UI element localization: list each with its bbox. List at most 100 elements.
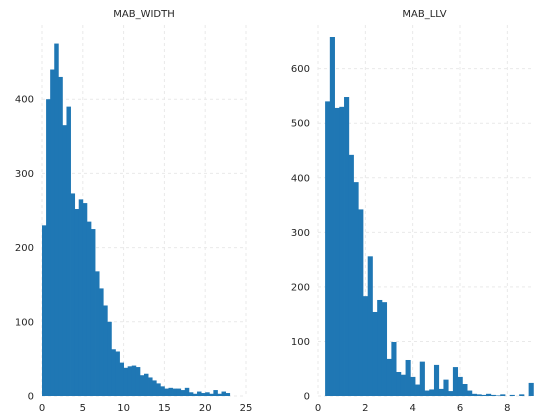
histogram-bar — [201, 393, 206, 396]
histogram-bar — [486, 393, 492, 396]
chart-title: MAB_LLV — [402, 9, 446, 20]
histogram-bar — [339, 106, 345, 397]
histogram-bar — [429, 389, 435, 396]
histogram-bar — [70, 193, 76, 396]
histogram-bar — [144, 373, 149, 396]
histogram-bar — [205, 392, 210, 396]
x-tick-label: 15 — [158, 403, 171, 414]
histogram-bar — [46, 99, 51, 396]
histogram-bar — [400, 374, 406, 396]
histogram-bar — [156, 383, 161, 396]
histogram-bar — [381, 302, 388, 396]
histogram-bar — [217, 393, 222, 396]
y-tick-label: 400 — [15, 95, 34, 106]
histogram-bar — [519, 394, 525, 396]
histogram-bar — [415, 384, 421, 396]
y-tick-label: 200 — [291, 282, 310, 293]
histogram-bar — [213, 390, 218, 396]
x-tick-label: 10 — [117, 403, 130, 414]
histogram-bar — [62, 125, 67, 397]
histogram-bar — [119, 362, 124, 396]
histogram-bar — [221, 391, 226, 396]
histogram-bar — [344, 97, 350, 397]
x-tick-label: 2 — [362, 403, 368, 414]
y-tick-label: 300 — [15, 169, 34, 180]
histogram-bar — [358, 209, 364, 396]
histogram-bar — [500, 394, 506, 396]
y-tick-label: 0 — [304, 392, 310, 403]
histogram-bar — [135, 367, 141, 396]
histogram-bar — [386, 358, 392, 396]
histogram-bar — [448, 391, 454, 396]
histogram-bar — [176, 388, 182, 396]
histogram-bar — [495, 395, 501, 396]
histogram-bar — [471, 393, 477, 396]
y-tick-label: 100 — [291, 337, 310, 348]
histogram-bar — [197, 391, 202, 396]
histogram-bar — [528, 382, 534, 396]
histogram-bar — [476, 394, 482, 396]
histogram-bar — [438, 388, 444, 396]
histogram-bar — [123, 367, 129, 396]
chart-title: MAB_WIDTH — [113, 9, 175, 20]
x-tick-label: 0 — [315, 403, 321, 414]
y-tick-label: 100 — [15, 317, 34, 328]
histogram-bar — [107, 321, 112, 396]
histogram-bar — [131, 365, 137, 396]
histogram-bar — [353, 182, 359, 396]
histogram-bar — [467, 390, 473, 396]
histogram-bar — [348, 154, 354, 396]
x-tick-label: 5 — [80, 403, 86, 414]
histogram-bar — [164, 388, 169, 396]
histogram-bar — [152, 380, 157, 396]
histogram-bar — [225, 393, 231, 396]
histogram-bar — [127, 366, 133, 396]
histogram-bar — [481, 394, 487, 396]
x-tick-label: 6 — [457, 403, 463, 414]
histogram-bar — [410, 376, 416, 396]
histogram-bar — [192, 393, 198, 396]
histogram-bar — [99, 288, 104, 396]
histogram-bar — [168, 387, 173, 396]
y-tick-label: 400 — [291, 173, 310, 184]
histogram-bar — [103, 305, 108, 396]
histogram-bar — [419, 361, 425, 396]
histogram-bar — [396, 371, 402, 396]
mab-llv-histogram: 0 2 4 6 8 0 100 200 300 400 500 600 MAB_LLV — [291, 9, 534, 414]
histogram-bar — [74, 209, 80, 396]
histogram-bar — [367, 256, 373, 396]
histogram-bar — [334, 107, 340, 396]
histogram-bar — [443, 379, 449, 396]
histogram-bar — [172, 388, 178, 396]
histogram-bar — [462, 383, 468, 396]
histogram-bar — [78, 199, 84, 396]
x-tick-label: 4 — [409, 403, 415, 414]
histogram-bar — [377, 299, 383, 396]
y-tick-label: 0 — [28, 392, 34, 403]
histogram-bar — [490, 394, 496, 396]
histogram-bar — [391, 341, 397, 396]
histogram-bar — [42, 225, 47, 396]
x-tick-label: 25 — [240, 403, 253, 414]
histogram-bar — [54, 43, 59, 397]
histogram-bar — [188, 392, 194, 396]
histogram-bar — [457, 376, 463, 396]
histogram-bar — [362, 296, 369, 396]
histogram-bar — [325, 101, 331, 396]
histogram-bar — [209, 393, 214, 396]
y-tick-label: 300 — [291, 228, 310, 239]
histogram-bar — [115, 351, 120, 396]
histogram-bar — [148, 377, 153, 396]
histogram-bar — [82, 203, 88, 396]
y-tick-label: 500 — [291, 119, 310, 130]
histogram-bar — [160, 386, 165, 396]
histogram-bar — [95, 271, 100, 396]
histogram-bar — [329, 37, 335, 397]
histogram-bar — [86, 221, 92, 396]
x-tick-label: 0 — [39, 403, 45, 414]
histogram-bar — [180, 390, 186, 396]
histogram-bar — [66, 106, 71, 397]
histogram-bar — [184, 387, 190, 396]
histogram-bar — [50, 69, 55, 397]
histogram-bar — [139, 375, 145, 396]
